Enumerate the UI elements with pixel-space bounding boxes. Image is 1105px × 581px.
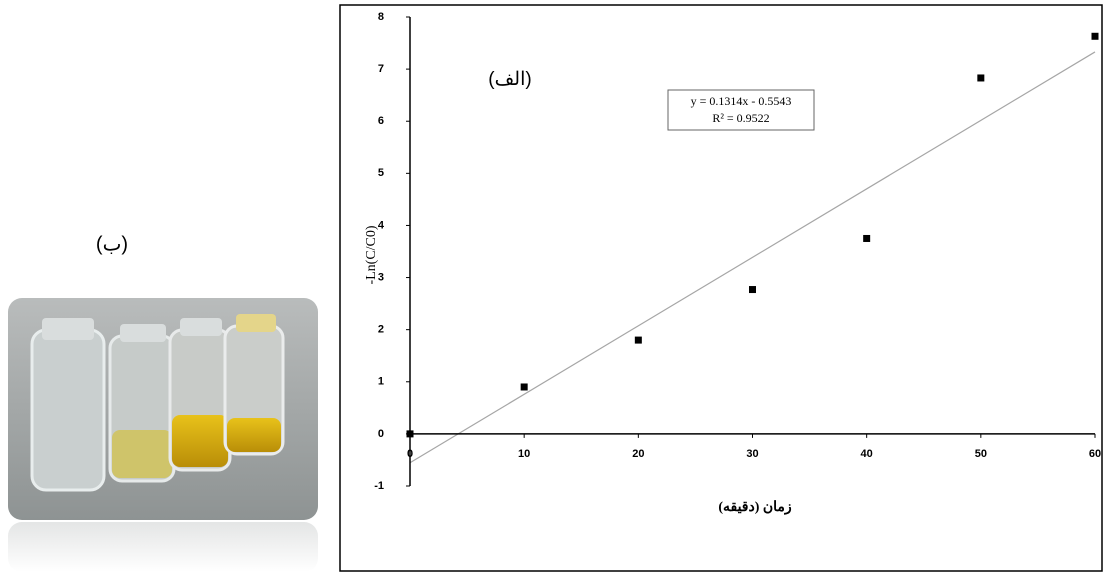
- r-squared: R² = 0.9522: [712, 111, 769, 125]
- x-axis-label: زمان (دقیقه): [718, 500, 792, 515]
- chart-annotation: (الف): [488, 69, 531, 90]
- y-tick-label: 8: [378, 11, 384, 23]
- data-point: [977, 74, 985, 82]
- x-tick-label: 40: [861, 448, 873, 460]
- x-tick-label: 50: [975, 448, 987, 460]
- x-tick-label: 10: [518, 448, 530, 460]
- y-tick-label: 1: [378, 376, 384, 388]
- y-tick-label: 5: [378, 167, 384, 179]
- trendline: [409, 51, 1096, 464]
- data-point: [749, 286, 756, 294]
- y-tick-label: 4: [378, 219, 385, 231]
- y-tick-label: 0: [378, 428, 384, 440]
- equation-frame: [667, 89, 815, 131]
- y-tick-label: 3: [378, 271, 384, 283]
- chart-frame: [339, 4, 1103, 572]
- panel-label: (ب): [96, 233, 128, 255]
- equation: y = 0.1314x - 0.5543: [691, 94, 792, 108]
- data-point: [520, 383, 528, 391]
- x-tick-label: 60: [1089, 448, 1101, 460]
- y-tick-label: 2: [378, 324, 384, 336]
- equation-box: y = 0.1314x - 0.5543 R² = 0.9522: [667, 89, 815, 131]
- x-tick-label: 0: [407, 448, 413, 460]
- data-point: [406, 430, 414, 438]
- x-tick-label: 30: [746, 448, 758, 460]
- x-tick-label: 20: [632, 448, 644, 460]
- y-tick-label: 7: [378, 63, 384, 75]
- y-tick-label: 6: [378, 115, 384, 127]
- data-point: [863, 234, 871, 242]
- data-point: [634, 336, 642, 344]
- photo: [8, 298, 318, 572]
- y-axis-label: -Ln(C/C0): [364, 225, 379, 284]
- y-tick-label: -1: [374, 480, 384, 492]
- data-point: [1091, 32, 1099, 40]
